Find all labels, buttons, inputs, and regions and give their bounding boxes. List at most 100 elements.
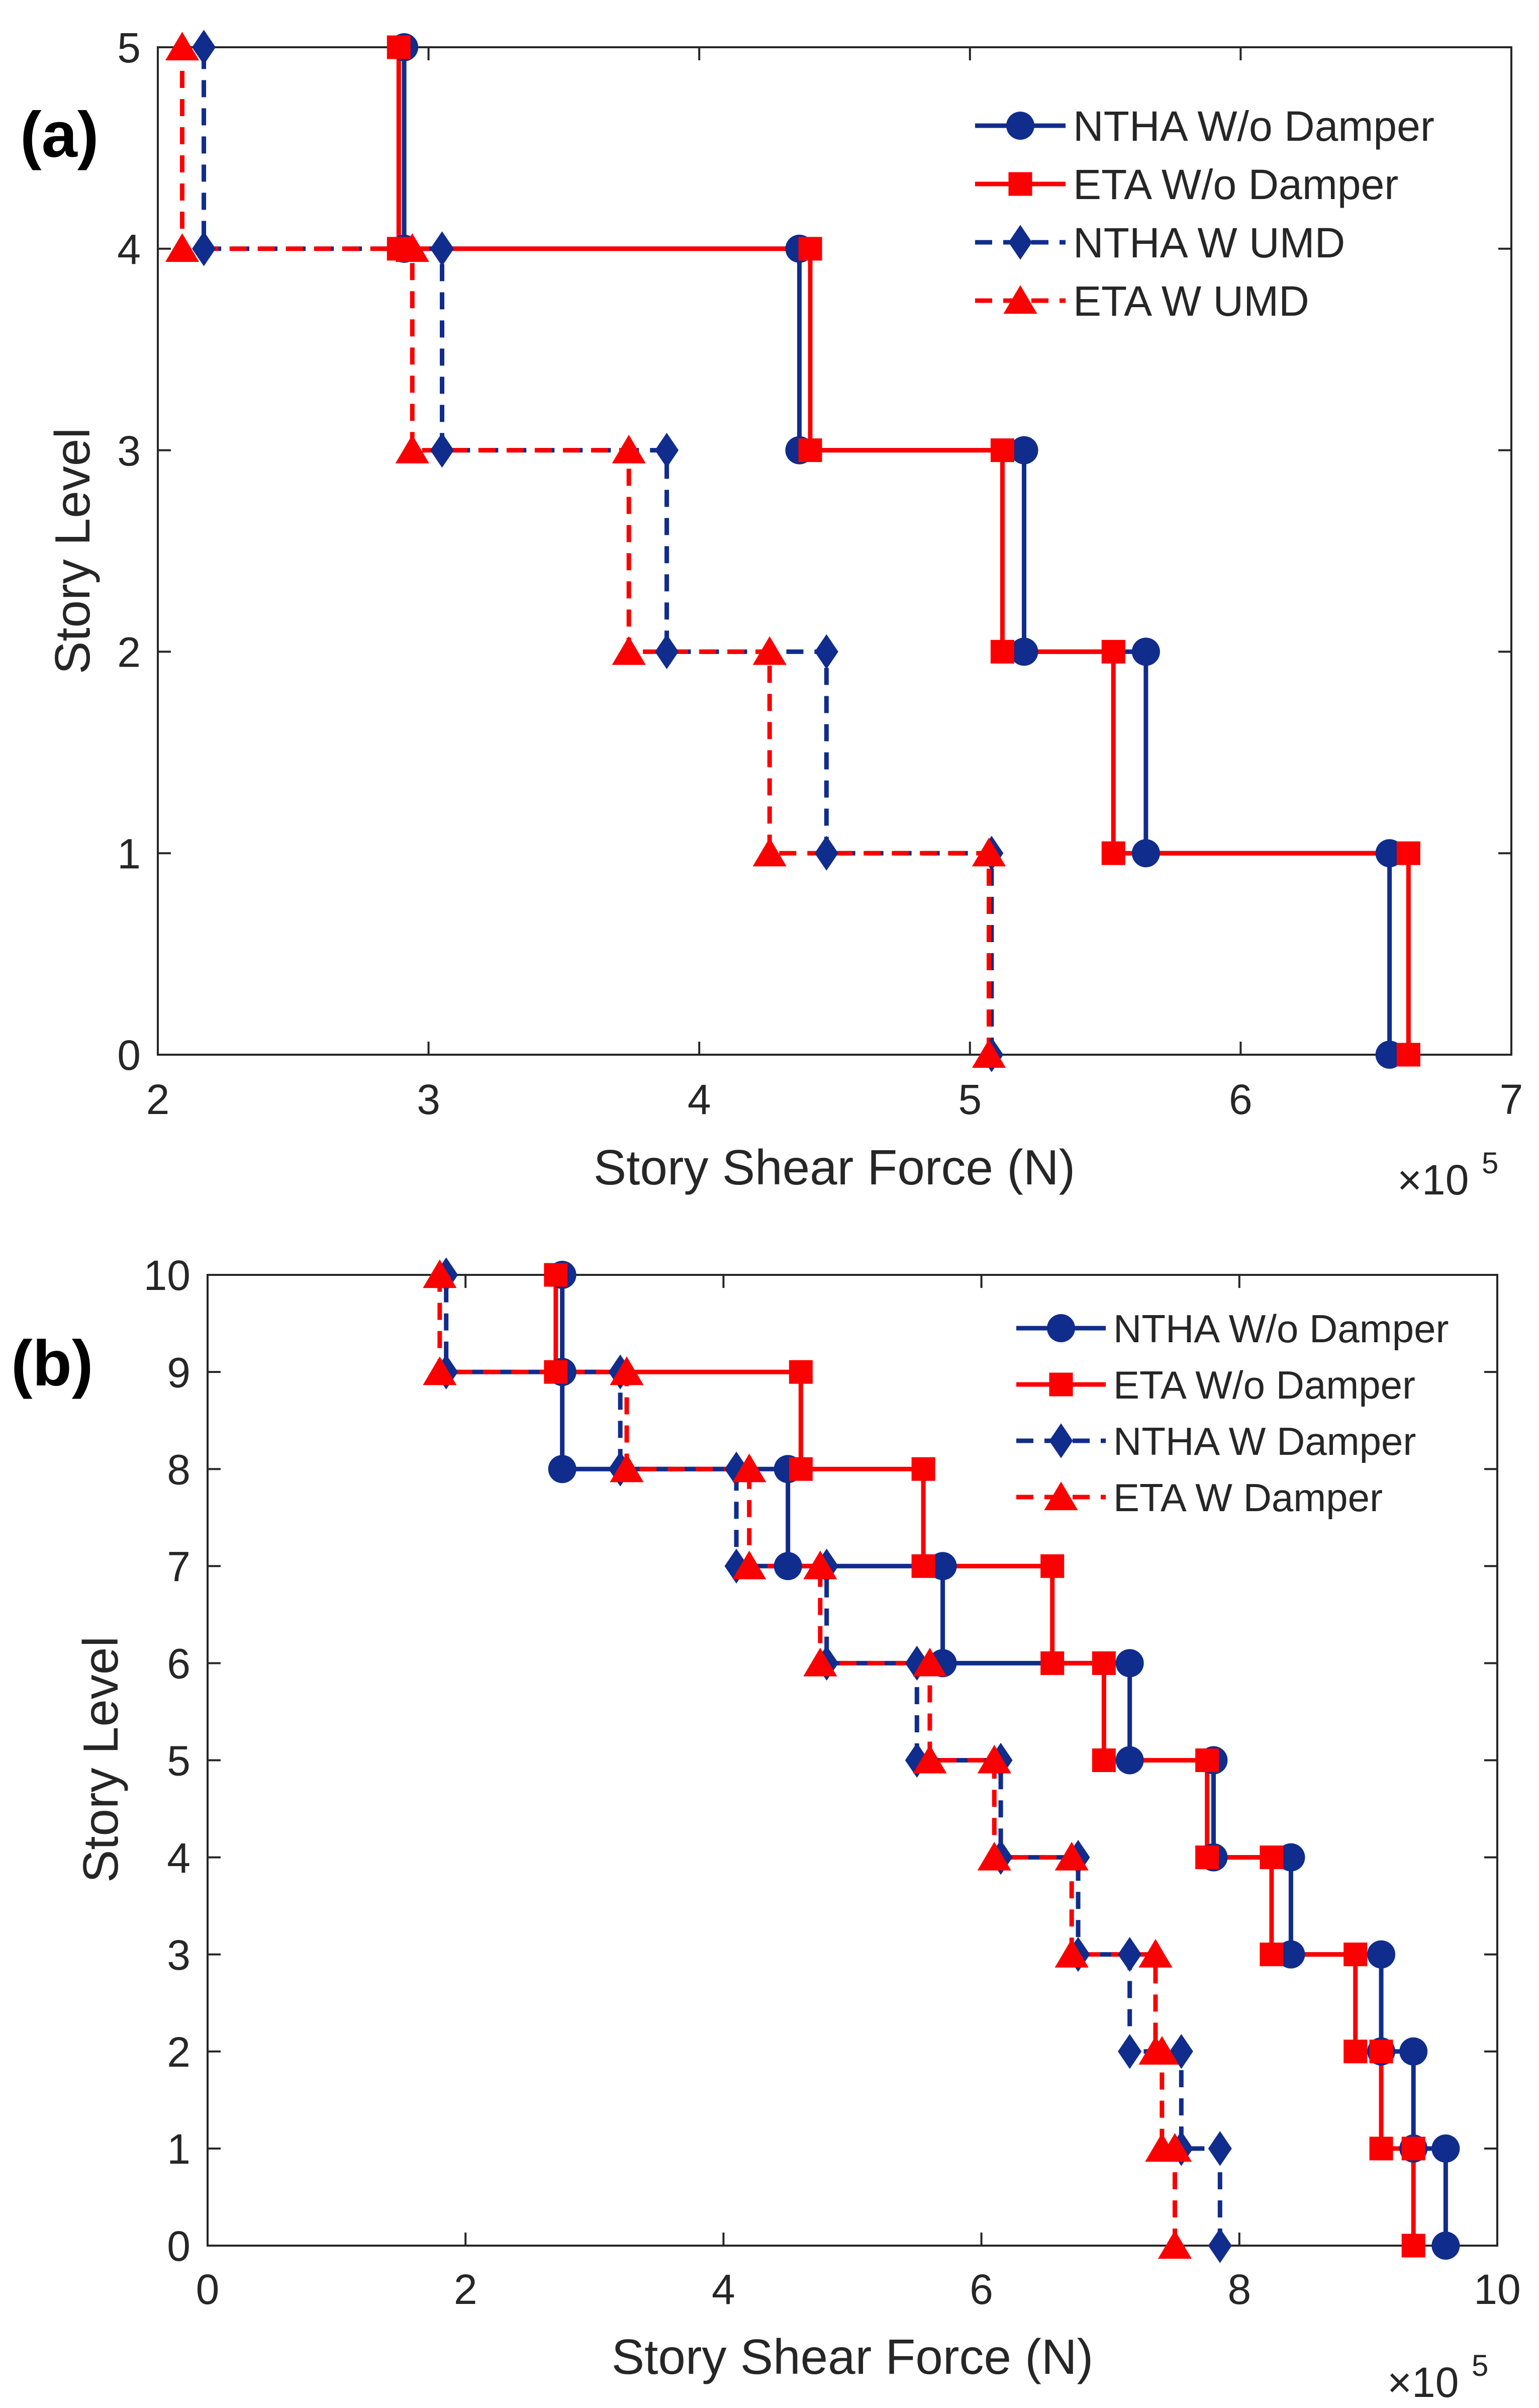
x-axis-label-b: Story Shear Force (N) [612,2329,1093,2384]
y-axis-label-b: Story Level [73,1636,128,1883]
data-point-marker [814,836,838,871]
data-point-marker [387,35,411,59]
data-point-marker [1369,2040,1393,2064]
x-tick-label: 4 [712,2266,735,2313]
x-multiplier-base-b: ×10 [1387,2359,1459,2406]
data-point-marker [928,1552,957,1581]
legend-entry-label: ETA W UMD [1073,277,1309,325]
data-point-marker [803,1550,837,1580]
data-point-marker [1431,2232,1460,2260]
data-point-marker [1399,2037,1428,2066]
data-point-marker [1040,1554,1065,1578]
data-point-marker [1131,839,1160,868]
data-point-marker [165,32,200,61]
y-tick-label: 0 [117,1032,141,1079]
series-line-eta-w-umd [179,47,991,1055]
y-tick-label: 5 [117,24,141,71]
data-point-marker [395,434,429,464]
x-multiplier-exponent-a: 5 [1482,1146,1498,1180]
x-tick-label: 5 [958,1076,982,1123]
x-tick-label: 6 [970,2266,993,2313]
legend-marker [1008,225,1032,260]
series-markers-a [165,30,1420,1072]
y-tick-label: 2 [167,2028,190,2076]
data-point-marker [1195,1845,1219,1870]
data-point-marker [724,1451,748,1487]
data-point-marker [1260,1845,1284,1870]
ticks-a: 2 3 4 5 6 7 0 1 2 3 4 5 [117,24,1523,1123]
data-point-marker [395,233,429,262]
data-point-marker [1118,2034,1142,2069]
data-point-marker [1115,1649,1144,1678]
legend-b: NTHA W/o Damper ETA W/o Damper NTHA W Damp… [1016,1307,1449,1520]
y-tick-label: 3 [167,1931,190,1979]
data-point-marker [774,1552,802,1581]
chart-panel-a: 2 3 4 5 6 7 0 1 2 3 4 5 (a) Story Shear Force (N) S… [20,24,1523,1203]
legend-entry-label: NTHA W Damper [1113,1419,1416,1463]
data-point-marker [732,1550,766,1580]
x-multiplier-base-a: ×10 [1397,1156,1469,1203]
data-point-marker [1092,1748,1116,1773]
x-tick-label: 3 [417,1076,440,1123]
data-point-marker [192,231,216,266]
data-point-marker [1375,839,1404,868]
legend-entry-label: NTHA W/o Damper [1113,1307,1449,1351]
data-point-marker [1367,1940,1396,1969]
y-tick-label: 1 [117,830,141,877]
data-point-marker [430,231,454,266]
data-point-marker [911,1554,935,1578]
data-point-marker [977,1744,1011,1774]
x-axis-label-a: Story Shear Force (N) [594,1140,1075,1195]
data-point-marker [911,1457,935,1481]
legend-marker [1003,285,1037,314]
data-point-marker [1118,1936,1142,1972]
data-point-marker [544,1263,568,1287]
y-tick-label: 3 [117,427,141,475]
data-point-marker [1145,2133,1179,2162]
data-point-marker [724,1548,748,1584]
data-point-marker [798,237,822,261]
y-tick-label: 6 [167,1640,190,1688]
data-point-marker [1138,1938,1173,1968]
y-tick-label: 8 [167,1446,190,1493]
legend-marker [1044,1481,1078,1511]
plot-area-b [207,1274,1498,2247]
panel-label-b: (b) [11,1328,93,1400]
data-point-marker [544,1360,568,1384]
legend-marker [1049,1423,1073,1458]
data-point-marker [1401,2234,1425,2258]
plot-area-a [157,46,1512,1056]
legend-marker [1047,1314,1075,1342]
data-point-marker [548,1455,576,1484]
y-tick-label: 9 [167,1349,190,1396]
legend-marker [1049,1372,1073,1397]
data-point-marker [1138,2036,1173,2065]
data-point-marker [1277,1843,1305,1872]
data-point-marker [1010,436,1038,465]
data-point-marker [1054,1938,1089,1968]
data-point-marker [1010,637,1038,666]
y-tick-label: 5 [167,1737,190,1785]
legend-a: NTHA W/o Damper ETA W/o Damper NTHA W UMD E… [975,103,1434,325]
data-point-marker [612,636,646,665]
data-point-marker [1158,2230,1192,2259]
x-tick-label: 8 [1227,2266,1251,2313]
data-point-marker [423,1259,457,1288]
data-point-marker [1092,1651,1116,1675]
legend-entry-label: ETA W/o Damper [1073,161,1398,208]
data-point-marker [1131,637,1160,666]
data-point-marker [732,1453,766,1483]
data-point-marker [612,434,646,464]
data-point-marker [990,438,1014,462]
series-lines-a [179,47,1411,1055]
data-point-marker [1343,2040,1368,2064]
data-point-marker [1054,1841,1089,1871]
data-point-marker [430,432,454,468]
data-point-marker [610,1356,644,1385]
legend-entry-label: ETA W/o Damper [1113,1363,1415,1407]
y-tick-label: 1 [167,2125,190,2173]
data-point-marker [1343,1942,1368,1967]
data-point-marker [972,838,1006,867]
data-point-marker [798,438,822,462]
data-point-marker [423,1356,457,1385]
